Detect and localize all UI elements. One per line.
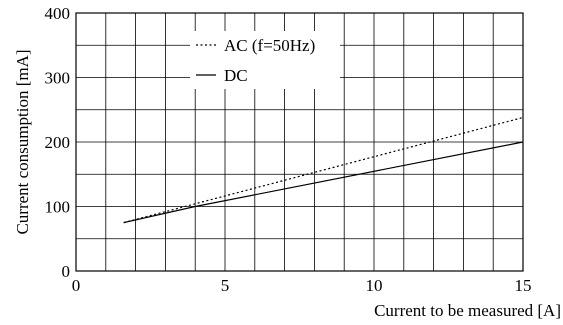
series-line-dc: [123, 141, 524, 224]
y-axis-tick-labels: 0 100 200 300 400: [45, 4, 71, 281]
x-axis-tick-labels: 0 5 10 15: [72, 276, 532, 295]
x-axis-label: Current to be measured [A]: [374, 301, 561, 320]
y-tick-label: 400: [45, 4, 71, 23]
legend-label: AC (f=50Hz): [224, 36, 315, 55]
y-tick-label: 300: [45, 69, 71, 88]
legend-label: DC: [224, 66, 248, 85]
y-axis-label: Current consumption [mA]: [13, 49, 32, 234]
x-tick-label: 10: [366, 276, 383, 295]
legend-background: [190, 31, 340, 89]
x-tick-label: 0: [72, 276, 81, 295]
y-tick-label: 100: [45, 198, 71, 217]
series-line-ac: [123, 116, 524, 224]
y-tick-label: 0: [62, 262, 71, 281]
legend: AC (f=50Hz) DC: [190, 31, 340, 89]
series-layer: [123, 116, 524, 224]
x-tick-label: 5: [221, 276, 230, 295]
y-tick-label: 200: [45, 133, 71, 152]
x-tick-label: 15: [515, 276, 532, 295]
